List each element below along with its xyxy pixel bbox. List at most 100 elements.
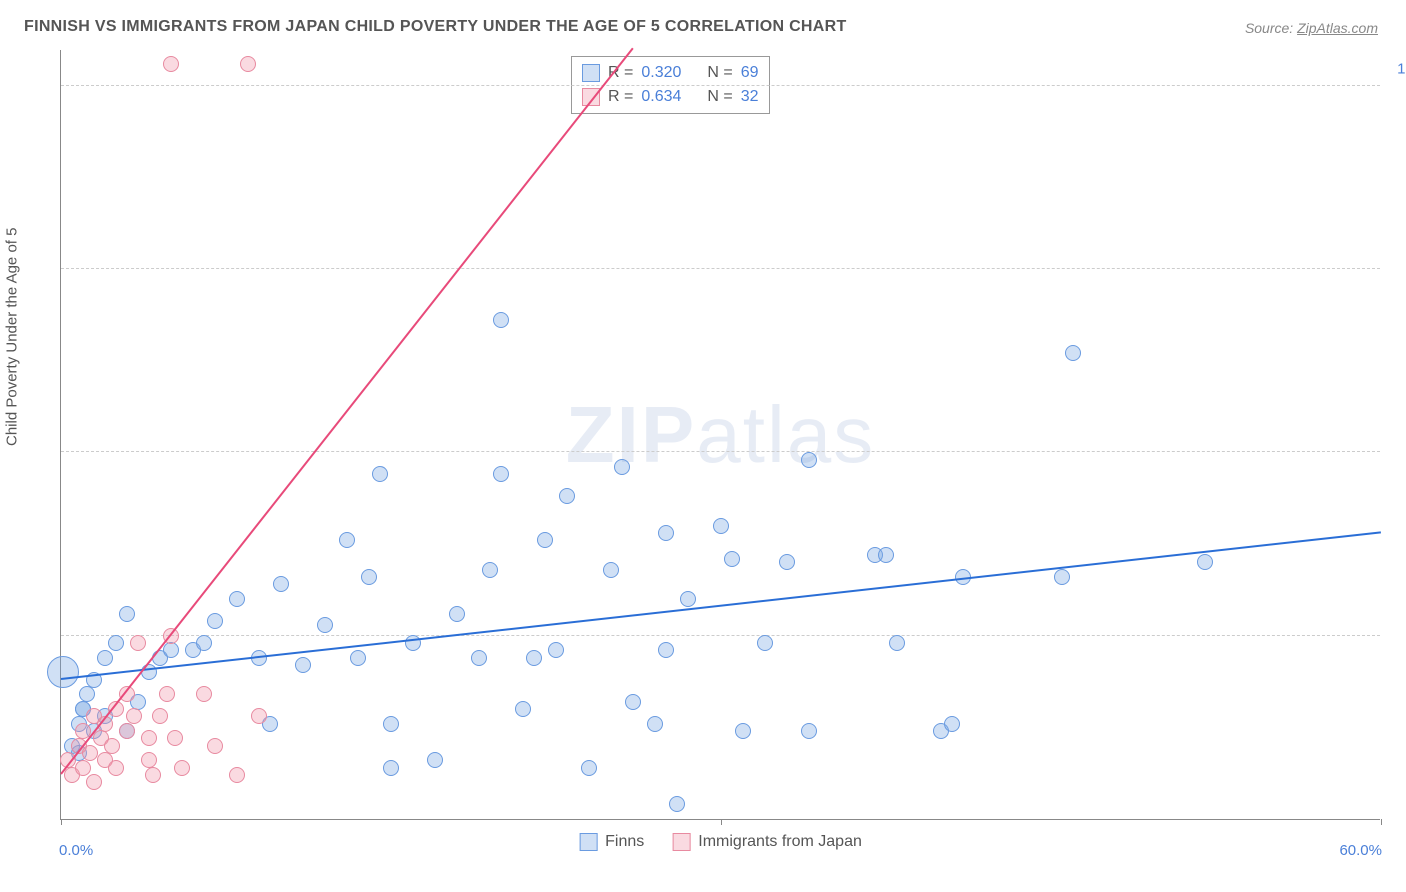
legend-swatch — [582, 64, 600, 82]
watermark: ZIPatlas — [566, 389, 875, 481]
scatter-point — [317, 617, 333, 633]
scatter-point — [163, 642, 179, 658]
scatter-point — [240, 56, 256, 72]
gridline — [61, 85, 1380, 86]
scatter-point — [944, 716, 960, 732]
scatter-point — [427, 752, 443, 768]
scatter-point — [79, 686, 95, 702]
scatter-point — [713, 518, 729, 534]
scatter-point — [126, 708, 142, 724]
scatter-point — [581, 760, 597, 776]
plot-area: ZIPatlas R =0.320N =69R =0.634N =32 Finn… — [60, 50, 1380, 820]
scatter-point — [119, 606, 135, 622]
scatter-point — [878, 547, 894, 563]
scatter-point — [97, 650, 113, 666]
scatter-point — [658, 525, 674, 541]
x-tick — [1381, 819, 1382, 825]
scatter-point — [1054, 569, 1070, 585]
stats-row: R =0.634N =32 — [582, 85, 759, 109]
y-axis-label: Child Poverty Under the Age of 5 — [4, 228, 21, 446]
scatter-point — [801, 452, 817, 468]
gridline — [61, 635, 1380, 636]
scatter-point — [383, 716, 399, 732]
chart-container: FINNISH VS IMMIGRANTS FROM JAPAN CHILD P… — [0, 0, 1406, 892]
scatter-point-large — [47, 656, 79, 688]
scatter-point — [361, 569, 377, 585]
scatter-point — [493, 312, 509, 328]
scatter-point — [471, 650, 487, 666]
watermark-bold: ZIP — [566, 390, 696, 479]
x-tick — [721, 819, 722, 825]
scatter-point — [145, 767, 161, 783]
x-tick-label: 60.0% — [1339, 842, 1382, 859]
legend-label: Immigrants from Japan — [698, 833, 862, 851]
scatter-point — [724, 551, 740, 567]
legend-item: Immigrants from Japan — [672, 833, 862, 851]
scatter-point — [141, 730, 157, 746]
stat-value: 32 — [741, 85, 759, 109]
trend-line — [61, 531, 1381, 680]
trend-line — [60, 47, 634, 774]
scatter-point — [658, 642, 674, 658]
scatter-point — [614, 459, 630, 475]
scatter-point — [229, 591, 245, 607]
scatter-point — [196, 686, 212, 702]
scatter-point — [104, 738, 120, 754]
scatter-point — [86, 774, 102, 790]
scatter-point — [735, 723, 751, 739]
scatter-point — [108, 760, 124, 776]
scatter-point — [526, 650, 542, 666]
scatter-point — [295, 657, 311, 673]
scatter-point — [119, 723, 135, 739]
scatter-point — [757, 635, 773, 651]
scatter-point — [801, 723, 817, 739]
source-link[interactable]: ZipAtlas.com — [1297, 20, 1378, 36]
scatter-point — [603, 562, 619, 578]
scatter-point — [889, 635, 905, 651]
legend-label: Finns — [605, 833, 644, 851]
scatter-point — [449, 606, 465, 622]
y-tick-label: 100.0% — [1397, 60, 1406, 77]
watermark-light: atlas — [696, 390, 875, 479]
scatter-point — [163, 56, 179, 72]
scatter-point — [229, 767, 245, 783]
stat-label: N = — [707, 85, 732, 109]
scatter-point — [779, 554, 795, 570]
scatter-point — [339, 532, 355, 548]
source-prefix: Source: — [1245, 20, 1297, 36]
x-tick-label: 0.0% — [59, 842, 93, 859]
scatter-point — [482, 562, 498, 578]
scatter-point — [669, 796, 685, 812]
scatter-point — [273, 576, 289, 592]
gridline — [61, 451, 1380, 452]
source-attribution: Source: ZipAtlas.com — [1245, 20, 1378, 36]
scatter-point — [82, 745, 98, 761]
scatter-point — [207, 738, 223, 754]
scatter-point — [196, 635, 212, 651]
stat-value: 69 — [741, 61, 759, 85]
scatter-point — [167, 730, 183, 746]
scatter-point — [141, 752, 157, 768]
scatter-point — [152, 708, 168, 724]
scatter-point — [515, 701, 531, 717]
chart-title: FINNISH VS IMMIGRANTS FROM JAPAN CHILD P… — [24, 18, 847, 36]
scatter-point — [537, 532, 553, 548]
scatter-point — [1197, 554, 1213, 570]
scatter-point — [174, 760, 190, 776]
scatter-point — [372, 466, 388, 482]
scatter-point — [1065, 345, 1081, 361]
legend-swatch — [579, 833, 597, 851]
scatter-point — [350, 650, 366, 666]
scatter-point — [647, 716, 663, 732]
scatter-point — [207, 613, 223, 629]
scatter-point — [383, 760, 399, 776]
scatter-point — [680, 591, 696, 607]
stats-row: R =0.320N =69 — [582, 61, 759, 85]
scatter-point — [75, 760, 91, 776]
legend-item: Finns — [579, 833, 644, 851]
scatter-point — [548, 642, 564, 658]
scatter-point — [130, 635, 146, 651]
gridline — [61, 268, 1380, 269]
scatter-point — [108, 635, 124, 651]
stat-value: 0.320 — [641, 61, 681, 85]
